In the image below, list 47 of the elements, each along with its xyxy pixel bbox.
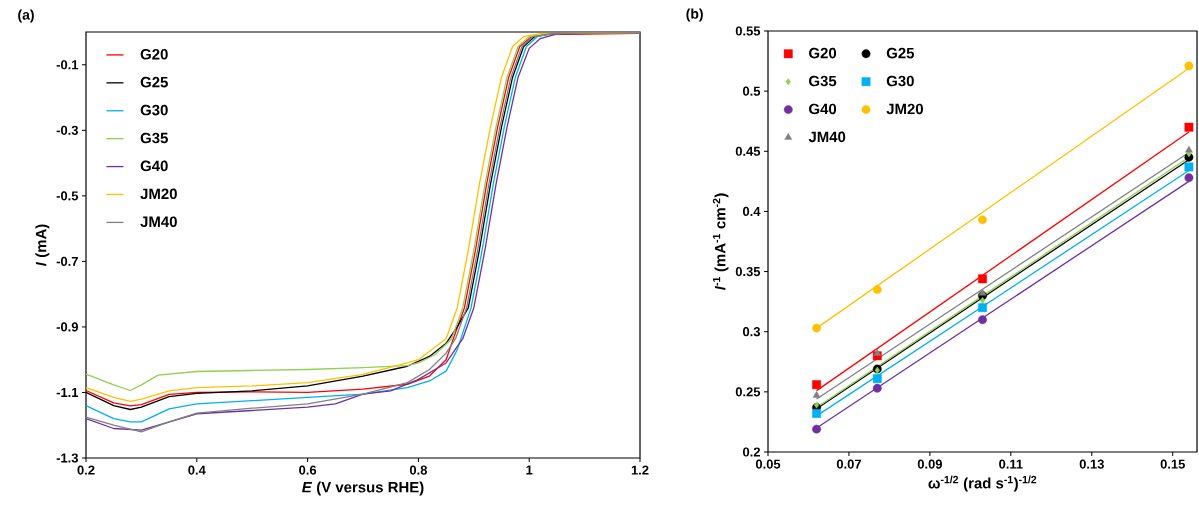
chart-title: (b)	[686, 8, 703, 22]
legend-label: G25	[886, 47, 915, 59]
x-axis-title: E (V versus RHE)	[302, 481, 424, 496]
legend-label: JM40	[808, 131, 846, 143]
y-tick-label: 0.2	[743, 447, 760, 457]
legend-label: JM40	[140, 216, 177, 228]
legend-label: G40	[140, 160, 168, 172]
y-tick-label: 0.55	[735, 26, 761, 36]
x-tick-label: 0.07	[836, 459, 861, 469]
x-tick-label: 0.09	[917, 459, 943, 469]
legend-label: G35	[140, 132, 168, 144]
x-tick-label: 0.6	[299, 465, 317, 475]
legend-label: G20	[140, 48, 168, 60]
x-tick-label: 0.13	[1079, 459, 1104, 469]
y-axis-title: I$^{-1}$ (mA$^{-1}$ cm$^{-2}$)	[712, 193, 729, 291]
legend-label: G35	[809, 75, 837, 87]
legend-label: G30	[886, 75, 914, 87]
legend-label: JM20	[886, 103, 923, 115]
y-tick-label: -1.1	[56, 388, 79, 397]
x-tick-label: 0.4	[188, 465, 206, 475]
x-tick-label: 0.2	[77, 465, 95, 475]
y-tick-label: -0.5	[56, 191, 79, 201]
y-tick-label: 0.45	[735, 146, 761, 156]
legend-label: JM20	[140, 188, 177, 200]
chart-title: (a)	[18, 9, 34, 23]
y-tick-label: -0.3	[56, 125, 79, 135]
y-axis-title: I (mA)	[35, 224, 50, 267]
x-axis-title: ω$^{-1/2}$ (rad s$^{-1}$)$^{-1/2}$	[928, 475, 1037, 492]
y-tick-label: 0.35	[735, 266, 761, 277]
y-tick-label: -1.3	[56, 453, 79, 463]
legend-label: G30	[140, 104, 168, 116]
y-tick-label: -0.9	[56, 322, 78, 332]
x-tick-label: 1	[526, 465, 533, 475]
y-tick-label: 0.4	[743, 206, 761, 217]
y-tick-label: -0.7	[56, 256, 78, 266]
x-tick-label: 0.8	[409, 465, 428, 475]
y-tick-label: 0.3	[743, 327, 761, 337]
y-tick-label: -0.1	[56, 60, 79, 70]
x-tick-label: 0.11	[999, 459, 1023, 469]
legend-label: G20	[809, 47, 837, 59]
x-tick-label: 0.05	[755, 459, 781, 469]
legend-label: G25	[140, 76, 168, 88]
legend-label: G40	[809, 103, 837, 115]
y-tick-label: 0.25	[735, 387, 761, 397]
x-tick-label: 0.15	[1160, 459, 1185, 469]
x-tick-label: 1.2	[631, 465, 649, 475]
y-tick-label: 0.5	[743, 86, 761, 96]
